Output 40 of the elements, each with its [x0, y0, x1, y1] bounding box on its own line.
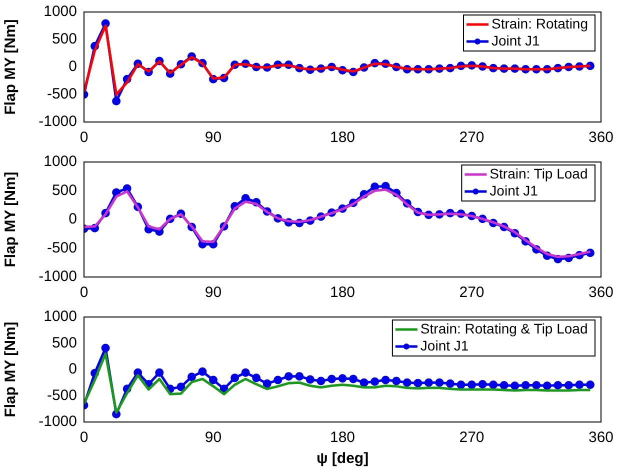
y-tick-label: 500	[52, 30, 77, 48]
y-tick-label: 0	[68, 360, 77, 378]
x-tick-label: 270	[459, 129, 484, 146]
y-tick-label: -1000	[38, 113, 77, 130]
y-tick-label: 1000	[44, 3, 77, 20]
x-tick-label: 0	[80, 129, 88, 146]
x-tick-label: 180	[330, 284, 356, 302]
legend-label: Strain: Rotating & Tip Load	[420, 320, 588, 336]
y-tick-label: -500	[46, 239, 77, 256]
y-tick-label: 1000	[44, 153, 77, 170]
x-tick-label: 0	[80, 429, 88, 446]
legend-label: Joint J1	[492, 32, 540, 48]
x-tick-label: 90	[204, 129, 222, 146]
y-tick-label: 0	[68, 58, 77, 76]
legend-label: Joint J1	[490, 182, 538, 198]
x-tick-label: 360	[588, 284, 614, 302]
x-tick-label: 270	[459, 284, 484, 302]
x-axis-title: ψ [deg]	[316, 450, 369, 468]
y-tick-label: -500	[46, 86, 77, 103]
x-tick-label: 360	[588, 129, 614, 146]
x-tick-label: 90	[204, 284, 222, 302]
x-tick-label: 360	[588, 429, 614, 446]
y-axis-title: Flap MY [Nm]	[2, 19, 20, 115]
x-tick-label: 180	[330, 429, 356, 446]
x-tick-label: 270	[459, 429, 484, 446]
y-axis-title: Flap MY [Nm]	[2, 322, 20, 418]
x-tick-label: 90	[204, 429, 222, 446]
x-tick-label: 0	[80, 284, 88, 302]
y-tick-label: 500	[52, 182, 77, 199]
y-tick-label: -1000	[38, 268, 77, 286]
legend-label: Strain: Rotating	[492, 15, 588, 32]
y-tick-label: -1000	[38, 413, 77, 430]
legend-label: Strain: Tip Load	[490, 165, 588, 182]
y-tick-label: 1000	[44, 308, 77, 326]
y-tick-label: -500	[46, 386, 77, 404]
y-axis-title: Flap MY [Nm]	[2, 172, 20, 268]
legend-label: Joint J1	[420, 337, 469, 354]
y-tick-label: 500	[52, 334, 77, 352]
y-tick-label: 0	[68, 210, 77, 228]
x-tick-label: 180	[330, 129, 356, 146]
